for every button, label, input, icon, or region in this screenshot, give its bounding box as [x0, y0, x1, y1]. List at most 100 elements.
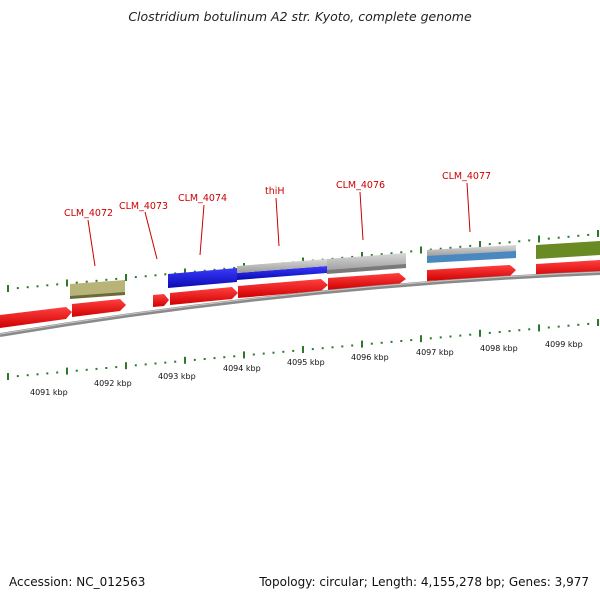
minor-tick: [508, 241, 511, 244]
feature-grey-base: [327, 264, 406, 274]
major-tick: [420, 335, 422, 343]
minor-tick: [193, 270, 196, 273]
minor-tick: [429, 248, 432, 251]
gene-label-clm-4073: CLM_4073: [119, 201, 168, 212]
minor-tick: [213, 357, 216, 360]
major-tick: [66, 279, 68, 287]
minor-tick: [16, 287, 19, 290]
minor-tick: [144, 363, 147, 366]
minor-tick: [400, 340, 403, 342]
minor-tick: [577, 234, 580, 237]
leader-thih: [275, 197, 280, 247]
minor-tick: [46, 372, 49, 375]
leader-clm-4073: [144, 211, 158, 260]
minor-tick: [95, 367, 98, 370]
cds-arrow: [328, 273, 406, 290]
major-tick: [479, 241, 481, 248]
minor-tick: [223, 267, 226, 270]
cds-arrow: [427, 265, 516, 281]
scale-label-4098: 4098 kbp: [480, 344, 518, 353]
scale-label-4091: 4091 kbp: [30, 388, 68, 397]
minor-tick: [321, 347, 324, 350]
minor-tick: [518, 240, 521, 243]
leader-clm-4076: [359, 191, 364, 241]
cds-row: [0, 260, 600, 328]
genome-backbone: [0, 271, 600, 337]
major-tick: [184, 268, 186, 276]
minor-tick: [36, 373, 39, 376]
minor-tick: [547, 326, 550, 329]
minor-tick: [252, 353, 255, 356]
minor-tick: [85, 368, 88, 371]
major-tick: [479, 329, 481, 337]
major-tick: [66, 367, 68, 375]
genome-backbone-highlight: [0, 271, 600, 335]
scale-label-4093: 4093 kbp: [158, 372, 196, 381]
minor-tick: [134, 276, 137, 279]
cds-arrow: [0, 307, 72, 328]
feature-green-block: [536, 241, 600, 259]
feature-grey-thin: [427, 245, 516, 257]
scale-label-4095: 4095 kbp: [287, 358, 325, 367]
minor-tick: [449, 246, 452, 249]
minor-tick: [144, 275, 147, 278]
minor-tick: [528, 328, 531, 331]
major-tick: [361, 252, 363, 259]
minor-tick: [488, 331, 491, 334]
major-tick: [420, 246, 422, 254]
feature-steel-strip: [427, 251, 516, 263]
minor-tick: [164, 273, 167, 276]
major-tick: [125, 362, 127, 370]
scale-label-4096: 4096 kbp: [351, 353, 389, 362]
minor-tick: [587, 322, 590, 325]
label-leaders: [87, 182, 471, 267]
minor-tick: [567, 324, 570, 327]
minor-tick: [292, 349, 295, 352]
minor-tick: [26, 286, 29, 289]
minor-tick: [459, 245, 462, 248]
gene-label-clm-4072: CLM_4072: [64, 208, 113, 219]
gene-label-clm-4076: CLM_4076: [336, 180, 385, 191]
minor-tick: [390, 340, 393, 343]
minor-tick: [439, 336, 442, 339]
minor-tick: [449, 335, 452, 338]
minor-tick: [164, 361, 167, 364]
leader-clm-4074: [199, 204, 205, 256]
minor-tick: [311, 348, 314, 351]
cds-arrow: [238, 279, 328, 298]
minor-tick: [341, 256, 344, 259]
minor-tick: [380, 341, 383, 344]
major-tick: [302, 346, 304, 353]
minor-tick: [213, 268, 216, 271]
major-tick: [538, 235, 540, 243]
minor-tick: [498, 242, 501, 245]
cds-arrow: [72, 299, 126, 317]
minor-tick: [370, 254, 373, 257]
minor-tick: [272, 351, 275, 354]
minor-tick: [528, 239, 531, 242]
minor-tick: [547, 237, 550, 240]
minor-tick: [498, 331, 501, 333]
minor-tick: [557, 325, 560, 328]
scale-label-4097: 4097 kbp: [416, 348, 454, 357]
minor-tick: [154, 274, 157, 277]
minor-tick: [16, 375, 19, 378]
minor-tick: [233, 355, 236, 358]
minor-tick: [469, 333, 472, 336]
minor-tick: [193, 358, 196, 361]
minor-tick: [459, 334, 462, 337]
minor-tick: [439, 247, 442, 250]
minor-tick: [508, 330, 511, 333]
scale-label-4094: 4094 kbp: [223, 364, 261, 373]
minor-tick: [488, 243, 491, 246]
minor-tick: [351, 344, 354, 347]
minor-tick: [262, 352, 265, 355]
minor-tick: [518, 329, 521, 332]
scale-label-4099: 4099 kbp: [545, 340, 583, 349]
minor-tick: [577, 323, 580, 326]
genome-summary-text: Topology: circular; Length: 4,155,278 bp…: [259, 575, 589, 589]
leader-clm-4072: [87, 219, 96, 267]
minor-tick: [223, 356, 226, 359]
minor-tick: [341, 345, 344, 348]
